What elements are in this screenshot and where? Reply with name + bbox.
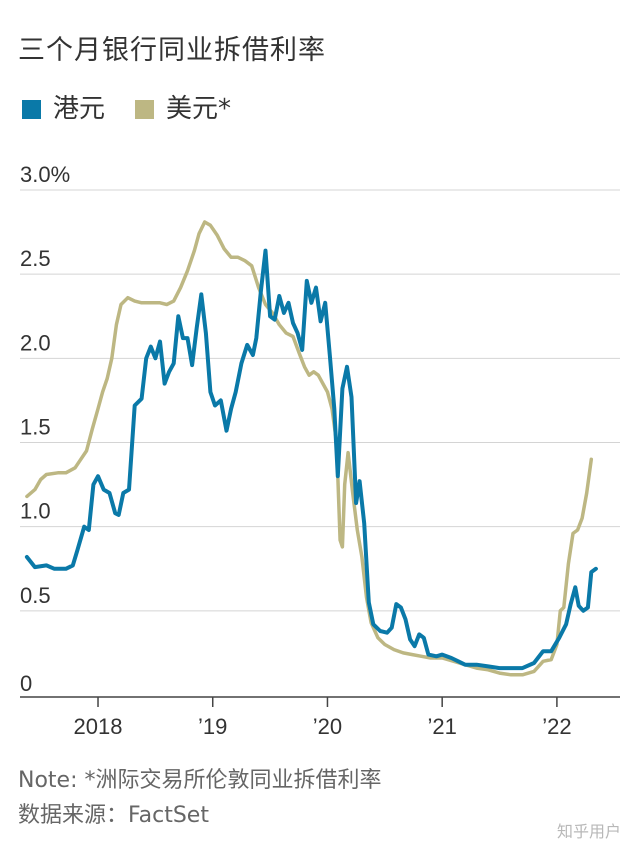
- legend-label-hkd: 港元: [53, 94, 106, 124]
- legend-item-hkd: 港元: [22, 96, 105, 122]
- series-line-hkd: [24, 248, 598, 671]
- grid-lines: [20, 189, 620, 612]
- legend-swatch-usd: [135, 99, 155, 119]
- x-tick-label: ’22: [542, 714, 571, 739]
- x-tick-label: ’20: [313, 714, 342, 739]
- x-axis: 2018 ’19 ’20 ’21 ’22: [20, 696, 620, 739]
- watermark: 知乎用户: [556, 822, 621, 841]
- y-axis-labels: 0 0.5 1.0 1.5 2.0 2.5 3.0%: [20, 162, 70, 696]
- footnote: Note: *洲际交易所伦敦同业拆借利率: [18, 768, 382, 793]
- x-tick-label: ’21: [428, 714, 457, 739]
- legend: 港元 美元*: [22, 96, 261, 122]
- y-tick-label: 0: [20, 671, 32, 696]
- x-tick-label: ’19: [198, 714, 227, 739]
- y-tick-label: 1.5: [20, 415, 51, 440]
- legend-swatch-hkd: [22, 99, 41, 119]
- source-note: 数据来源：FactSet: [18, 803, 209, 828]
- y-tick-label: 2.0: [20, 330, 51, 355]
- legend-label-usd: 美元*: [166, 94, 232, 124]
- chart-title: 三个月银行同业拆借利率: [18, 35, 326, 66]
- legend-item-usd: 美元*: [135, 96, 231, 122]
- y-tick-label: 2.5: [20, 246, 51, 271]
- series-layer: [24, 220, 598, 677]
- y-tick-label: 0.5: [20, 583, 51, 608]
- y-tick-label: 1.0: [20, 499, 51, 524]
- series-line-usd: [25, 220, 594, 677]
- line-chart: 0 0.5 1.0 1.5 2.0 2.5 3.0% 2018 ’19 ’20 ’21 ’22: [20, 162, 620, 739]
- y-tick-label: 3.0%: [20, 162, 70, 187]
- x-tick-label: 2018: [74, 714, 123, 739]
